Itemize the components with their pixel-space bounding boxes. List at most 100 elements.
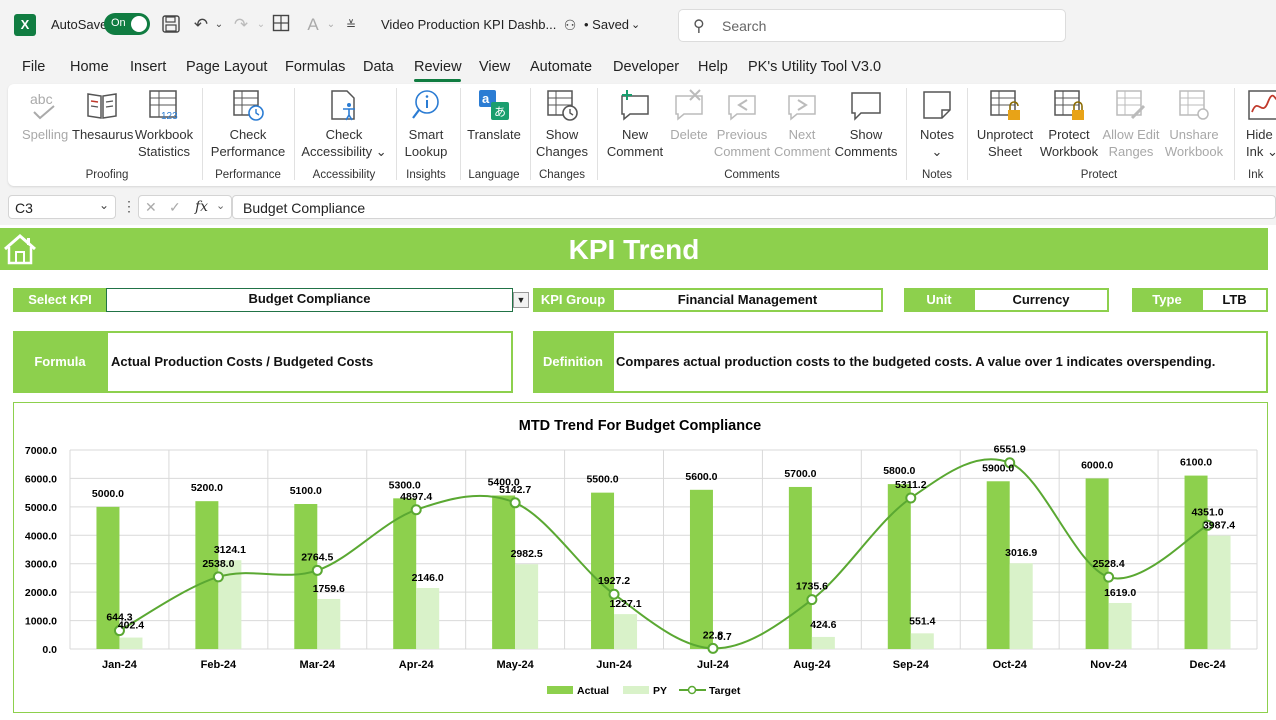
save-icon[interactable] bbox=[160, 14, 182, 36]
tab-view[interactable]: View bbox=[479, 59, 511, 75]
next-comment-label-2: Comment bbox=[774, 144, 831, 159]
previous-comment-button[interactable]: Previous Comment bbox=[710, 88, 774, 160]
tab-data[interactable]: Data bbox=[363, 59, 394, 75]
insert-function-icon[interactable]: fx bbox=[195, 199, 209, 215]
kpi-group-label: KPI Group bbox=[533, 288, 613, 312]
svg-text:a: a bbox=[482, 91, 490, 106]
show-comments-button[interactable]: Show Comments bbox=[830, 88, 902, 160]
select-kpi-field[interactable]: Budget Compliance bbox=[106, 288, 513, 312]
saved-dropdown-icon[interactable]: ⌄ bbox=[631, 19, 641, 31]
target-point bbox=[707, 642, 719, 654]
tab-formulas[interactable]: Formulas bbox=[285, 59, 346, 75]
font-color-icon[interactable]: A bbox=[307, 15, 319, 34]
saved-status[interactable]: • Saved bbox=[584, 17, 630, 32]
bar-actual bbox=[96, 506, 120, 649]
legend-label-py: PY bbox=[653, 685, 667, 697]
delete-comment-button[interactable]: Delete bbox=[668, 88, 710, 143]
tab-review[interactable]: Review bbox=[414, 59, 462, 75]
autosave-label: AutoSave bbox=[51, 17, 108, 32]
share-people-icon[interactable]: ⚇ bbox=[563, 17, 577, 33]
show-changes-button[interactable]: Show Changes bbox=[534, 88, 590, 160]
autosave-toggle[interactable]: On bbox=[104, 13, 150, 35]
cancel-icon[interactable]: ✕ bbox=[145, 199, 157, 215]
data-label-target: 1735.6 bbox=[796, 581, 828, 593]
smart-lookup-button[interactable]: Smart Lookup bbox=[400, 88, 452, 160]
translate-label: Translate bbox=[467, 127, 521, 142]
tab-home[interactable]: Home bbox=[70, 59, 109, 75]
undo-icon[interactable]: ↶ bbox=[193, 15, 209, 34]
ribbon: abc Spelling Thesaurus 123 Workbook Stat… bbox=[8, 84, 1276, 186]
notes-button[interactable]: Notes ⌄ bbox=[912, 88, 962, 160]
group-ink: Ink bbox=[1248, 169, 1264, 181]
x-tick-label: Dec-24 bbox=[1190, 659, 1227, 671]
fx-dropdown-icon[interactable]: ⌄ bbox=[216, 200, 226, 212]
more-options-icon[interactable]: ⋮ bbox=[122, 198, 136, 214]
tab-help[interactable]: Help bbox=[698, 59, 728, 75]
target-point bbox=[113, 625, 125, 637]
data-label-actual: 5800.0 bbox=[883, 465, 915, 477]
home-icon[interactable] bbox=[2, 232, 38, 266]
hide-ink-button[interactable]: Hide Ink ⌄ bbox=[1242, 88, 1276, 160]
bar-actual bbox=[986, 481, 1010, 649]
tab-developer[interactable]: Developer bbox=[613, 59, 680, 75]
new-comment-button[interactable]: New Comment bbox=[602, 88, 668, 160]
menu-tabs: File Home Insert Page Layout Formulas Da… bbox=[0, 52, 1276, 82]
next-comment-button[interactable]: Next Comment bbox=[774, 88, 830, 160]
search-box[interactable]: ⚲ Search bbox=[678, 9, 1066, 42]
thesaurus-button[interactable]: Thesaurus bbox=[72, 88, 133, 143]
x-tick-label: Feb-24 bbox=[201, 659, 237, 671]
unshare-workbook-button[interactable]: Unshare Workbook bbox=[1162, 88, 1226, 160]
bar-py bbox=[712, 648, 736, 650]
allow-edit-ranges-button[interactable]: Allow Edit Ranges bbox=[1100, 88, 1162, 160]
undo-dropdown-icon[interactable]: ⌄ bbox=[214, 19, 224, 30]
document-title[interactable]: Video Production KPI Dashb... bbox=[381, 17, 557, 32]
redo-icon[interactable]: ↷ bbox=[233, 15, 249, 34]
font-color-dropdown-icon[interactable]: ⌄ bbox=[326, 19, 336, 30]
previous-comment-label: Previous bbox=[716, 127, 768, 142]
confirm-icon[interactable]: ✓ bbox=[169, 199, 181, 215]
tab-file[interactable]: File bbox=[22, 59, 46, 75]
new-comment-label-2: Comment bbox=[606, 144, 664, 159]
check-accessibility-button[interactable]: Check Accessibility ⌄ bbox=[300, 88, 388, 160]
bar-actual bbox=[393, 498, 417, 649]
svg-text:123: 123 bbox=[161, 111, 178, 122]
target-point bbox=[1202, 519, 1214, 531]
tab-insert[interactable]: Insert bbox=[130, 59, 167, 75]
group-performance: Performance bbox=[215, 169, 281, 181]
redo-dropdown-icon[interactable]: ⌄ bbox=[256, 19, 266, 30]
data-label-actual: 6000.0 bbox=[1081, 459, 1113, 471]
bar-actual bbox=[1085, 478, 1109, 649]
y-tick-label: 6000.0 bbox=[25, 473, 57, 485]
workbook-statistics-button[interactable]: 123 Workbook Statistics bbox=[132, 88, 196, 160]
legend-marker-target bbox=[687, 685, 697, 695]
legend-swatch-actual bbox=[547, 686, 573, 694]
unprotect-sheet-button[interactable]: Unprotect Sheet bbox=[972, 88, 1038, 160]
delete-comment-icon bbox=[675, 89, 703, 121]
worksheet: KPI Trend Select KPI Budget Compliance ▼… bbox=[0, 225, 1276, 720]
kpi-dropdown-arrow-icon[interactable]: ▼ bbox=[513, 292, 529, 308]
bar-actual bbox=[591, 492, 615, 649]
bar-actual bbox=[689, 489, 713, 649]
tab-pk-utility-tool[interactable]: PK's Utility Tool V3.0 bbox=[748, 59, 882, 75]
borders-icon[interactable] bbox=[270, 14, 292, 36]
x-tick-label: Jan-24 bbox=[102, 659, 138, 671]
formula-input[interactable]: Budget Compliance bbox=[232, 195, 1276, 219]
x-tick-label: Mar-24 bbox=[300, 659, 336, 671]
spelling-button[interactable]: abc Spelling bbox=[22, 88, 68, 143]
smart-lookup-label: Smart bbox=[408, 127, 444, 142]
title-bar: X AutoSave On ↶ ⌄ ↷ ⌄ A ⌄ ≚ Video Produc… bbox=[0, 0, 1276, 52]
tab-page-layout[interactable]: Page Layout bbox=[186, 59, 268, 75]
chevron-down-icon[interactable]: ⌄ bbox=[98, 198, 109, 212]
ribbon-separator bbox=[202, 88, 203, 180]
ribbon-separator bbox=[530, 88, 531, 180]
customize-toolbar-icon[interactable]: ≚ bbox=[345, 18, 357, 32]
unit-value: Currency bbox=[973, 288, 1109, 312]
check-performance-button[interactable]: Check Performance bbox=[208, 88, 288, 160]
unshare-workbook-label-2: Workbook bbox=[1164, 144, 1224, 159]
protect-workbook-button[interactable]: Protect Workbook bbox=[1038, 88, 1100, 160]
x-tick-label: Jul-24 bbox=[697, 659, 730, 671]
tab-automate[interactable]: Automate bbox=[530, 59, 593, 75]
definition-value: Compares actual production costs to the … bbox=[612, 331, 1268, 393]
name-box[interactable]: C3 ⌄ bbox=[8, 195, 116, 219]
